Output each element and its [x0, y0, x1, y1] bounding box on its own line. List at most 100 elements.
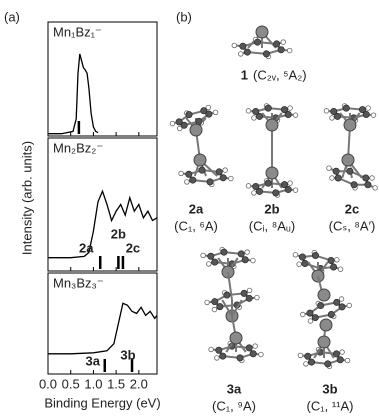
c-atom [312, 314, 318, 320]
c-atom [207, 179, 213, 185]
h-atom [373, 186, 378, 191]
mn-atom [342, 154, 354, 166]
structure-symmetry: (C₁, ⁹A) [212, 398, 256, 413]
c-atom [281, 181, 287, 187]
h-atom [330, 116, 335, 121]
h-atom [308, 319, 313, 324]
c-atom [325, 361, 331, 367]
c-atom [217, 303, 223, 309]
c-atom [242, 257, 248, 263]
h-atom [253, 344, 258, 349]
h-atom [327, 166, 332, 171]
c-atom [302, 260, 308, 266]
c-atom [365, 182, 371, 188]
structure-symmetry: (Cᵢ, ⁸Aᵤ) [249, 218, 295, 233]
c-atom [317, 302, 323, 308]
x-tick-label: 1.0 [84, 376, 102, 391]
h-atom [213, 110, 218, 115]
c-atom [312, 252, 318, 258]
c-atom [343, 105, 349, 111]
c-atom [308, 359, 314, 365]
panel-title: Mn₂Bz₂⁻ [53, 140, 103, 155]
c-atom [299, 254, 305, 260]
c-atom [337, 357, 343, 363]
h-atom [293, 113, 298, 118]
panel-label: (b) [176, 9, 192, 24]
c-atom [186, 171, 192, 177]
spectrum-line [48, 303, 157, 354]
h-atom [370, 176, 375, 181]
mn-atom [266, 119, 278, 131]
h-atom [338, 267, 343, 272]
c-atom [246, 345, 252, 351]
c-atom [190, 177, 196, 183]
spectrum-line [48, 191, 157, 258]
structure-id: 1 [241, 67, 248, 82]
h-atom [245, 250, 250, 255]
h-atom [207, 262, 212, 267]
c-atom [331, 108, 337, 114]
h-atom [252, 191, 257, 196]
h-atom [255, 295, 260, 300]
c-atom [305, 353, 311, 359]
c-atom [254, 39, 260, 45]
c-atom [273, 41, 279, 47]
c-atom [281, 106, 287, 112]
c-atom [278, 47, 284, 53]
structure-symmetry: (C₁, ⁶A) [174, 218, 218, 233]
c-atom [339, 304, 345, 310]
c-atom [334, 299, 340, 305]
mn-atom [266, 167, 278, 179]
mn-atom [230, 332, 242, 344]
h-atom [339, 297, 344, 302]
panel-title: Mn₃Bz₃⁻ [53, 275, 104, 290]
c-atom [265, 105, 271, 111]
c-atom [253, 108, 259, 114]
c-atom [363, 175, 369, 181]
h-atom [304, 362, 309, 367]
c-atom [250, 351, 256, 357]
mn-atom [318, 336, 330, 348]
h-atom [252, 116, 257, 121]
mn-atom [318, 289, 330, 301]
h-atom [281, 40, 286, 45]
h-atom [347, 303, 352, 308]
h-atom [238, 52, 243, 57]
c-atom [333, 168, 339, 174]
h-atom [209, 347, 214, 352]
structure-id: 2a [189, 201, 204, 216]
h-atom [215, 356, 220, 361]
c-atom [328, 311, 334, 317]
c-atom [216, 169, 222, 175]
stick-label: 2b [111, 226, 126, 241]
mn-atom [194, 154, 206, 166]
x-axis-label: Binding Energy (eV) [44, 395, 160, 410]
c-atom [208, 253, 214, 259]
c-atom [330, 264, 336, 270]
structure-id: 2b [264, 201, 279, 216]
stick-label: 3a [86, 353, 101, 368]
structure-symmetry: (Cₛ, ⁸A′) [329, 218, 376, 233]
figure: (a) (b) Mn₁Bz₁⁻Mn₂Bz₂⁻2a2b2cIntensity (a… [0, 0, 379, 416]
structure-id: 3b [322, 381, 337, 396]
structure-symmetry: (C₁, ¹¹A) [307, 398, 354, 413]
h-atom [287, 48, 292, 53]
h-atom [205, 300, 210, 305]
c-atom [212, 259, 218, 265]
h-atom [288, 106, 293, 111]
c-atom [201, 108, 207, 114]
c-atom [328, 257, 334, 263]
c-atom [335, 175, 341, 181]
h-atom [300, 312, 305, 317]
mn-atom [190, 124, 202, 136]
c-atom [221, 249, 227, 255]
y-axis-label: Intensity (arb. units) [19, 141, 34, 255]
mn-atom [344, 119, 356, 131]
h-atom [340, 350, 345, 355]
c-atom [224, 292, 230, 298]
x-tick-label: 2.0 [130, 376, 148, 391]
h-atom [324, 109, 329, 114]
h-atom [293, 188, 298, 193]
x-tick-label: 1.5 [107, 376, 125, 391]
c-atom [246, 295, 252, 301]
